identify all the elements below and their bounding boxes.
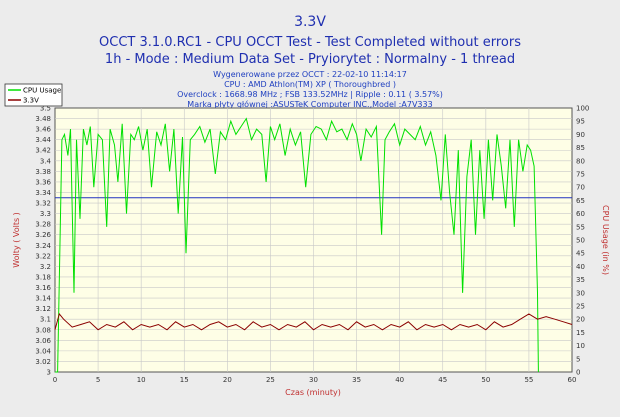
x-tick-label: 35 <box>352 376 361 384</box>
y-right-tick-label: 90 <box>576 131 585 139</box>
y-right-tick-label: 95 <box>576 118 585 126</box>
info-line-motherboard: Marka płyty głównej :ASUSTeK Computer IN… <box>187 99 432 109</box>
y-right-tick-label: 80 <box>576 157 585 165</box>
y-left-tick-label: 3.48 <box>35 115 51 123</box>
y-right-tick-label: 10 <box>576 342 585 350</box>
y-left-tick-label: 3.1 <box>40 316 51 324</box>
x-tick-label: 45 <box>438 376 447 384</box>
y-left-tick-label: 3.34 <box>35 189 51 197</box>
y-right-tick-label: 35 <box>576 276 585 284</box>
y-left-tick-label: 3.28 <box>35 221 51 229</box>
y-left-tick-label: 3.14 <box>35 295 51 303</box>
info-line-generated: Wygenerowane przez OCCT : 22-02-10 11:14… <box>213 70 407 79</box>
y-right-tick-label: 5 <box>576 355 580 363</box>
y-left-tick-label: 3.32 <box>35 200 51 208</box>
series-group <box>54 117 573 373</box>
y-left-tick-label: 3.4 <box>40 157 52 165</box>
x-tick-label: 5 <box>96 376 100 384</box>
x-tick-labels: 0 5 10 15 20 25 30 35 40 45 50 55 60 <box>53 376 577 384</box>
y-left-tick-label: 3.44 <box>35 136 51 144</box>
y-left-tick-label: 3.38 <box>35 168 51 176</box>
y-right-tick-label: 20 <box>576 316 585 324</box>
y-left-tick-label: 3 <box>47 369 51 377</box>
y-left-tick-label: 3.04 <box>35 347 51 355</box>
info-line-cpu: CPU : AMD Athlon(TM) XP ( Thoroughbred ) <box>224 80 396 89</box>
y-axis-label-left: Wolty ( Volts ) <box>12 212 21 268</box>
y-right-tick-label: 100 <box>576 105 589 113</box>
y-right-tick-label: 15 <box>576 329 585 337</box>
y-right-tick-label: 55 <box>576 223 585 231</box>
x-tick-label: 0 <box>53 376 57 384</box>
y-left-tick-label: 3.18 <box>35 273 51 281</box>
y-left-tick-label: 3.5 <box>40 105 51 113</box>
x-axis-label: Czas (minuty) <box>285 388 341 397</box>
x-tick-label: 50 <box>481 376 490 384</box>
y-right-tick-label: 65 <box>576 197 585 205</box>
y-right-tick-label: 85 <box>576 144 585 152</box>
y-left-tick-label: 3.02 <box>35 358 51 366</box>
info-line-overclock: Overclock : 1668.98 MHz ; FSB 133.52MHz … <box>177 90 443 99</box>
x-tick-label: 20 <box>223 376 232 384</box>
y-left-tick-label: 3.2 <box>40 263 51 271</box>
x-tick-label: 15 <box>180 376 189 384</box>
y-right-tick-label: 45 <box>576 250 585 258</box>
y-left-tick-label: 3.22 <box>35 252 51 260</box>
title-block: 3.3V OCCT 3.1.0.RC1 - CPU OCCT Test - Te… <box>99 14 521 109</box>
y-right-tick-label: 40 <box>576 263 585 271</box>
y-left-tick-label: 3.42 <box>35 147 51 155</box>
y-left-tick-label: 3.46 <box>35 126 51 134</box>
y-left-tick-label: 3.24 <box>35 242 51 250</box>
x-tick-label: 40 <box>395 376 404 384</box>
y-right-tick-labels: 0 5 10 15 20 25 30 35 40 45 50 55 60 65 70 75 80 85 90 95 10… <box>576 105 589 377</box>
y-right-tick-label: 75 <box>576 171 585 179</box>
y-right-tick-label: 30 <box>576 289 585 297</box>
chart-subtitle-line-2: 1h - Mode : Medium Data Set - Pryiorytet… <box>105 52 515 67</box>
y-left-tick-label: 3.26 <box>35 231 51 239</box>
legend-label-3v3: 3.3V <box>23 97 39 105</box>
x-tick-label: 55 <box>524 376 533 384</box>
grid-lines <box>55 108 572 372</box>
x-tick-label: 60 <box>568 376 577 384</box>
legend: CPU Usage 3.3V <box>4 83 63 107</box>
x-tick-label: 25 <box>266 376 275 384</box>
y-left-tick-label: 3.12 <box>35 305 51 313</box>
y-left-tick-label: 3.06 <box>35 337 51 345</box>
chart-title: 3.3V <box>294 14 326 30</box>
chart-subtitle-line-1: OCCT 3.1.0.RC1 - CPU OCCT Test - Test Co… <box>99 35 521 50</box>
y-right-tick-label: 60 <box>576 210 585 218</box>
y-right-tick-label: 0 <box>576 369 580 377</box>
legend-label-cpu-usage: CPU Usage <box>23 87 61 95</box>
y-axis-label-right: CPU Usage (in %) <box>601 205 610 275</box>
y-right-tick-label: 70 <box>576 184 585 192</box>
y-left-tick-label: 3.36 <box>35 178 51 186</box>
y-right-tick-label: 50 <box>576 237 585 245</box>
x-tick-label: 10 <box>137 376 146 384</box>
series-line-cpu-usage <box>55 117 539 373</box>
x-tick-label: 30 <box>309 376 318 384</box>
y-left-tick-label: 3.08 <box>35 326 51 334</box>
y-left-tick-label: 3.3 <box>40 210 51 218</box>
series-line-3v3 <box>54 312 573 331</box>
y-left-tick-labels: 3 3.02 3.04 3.06 3.08 3.1 3.12 3.14 3.16 3.18 3.2 3… <box>35 105 51 377</box>
y-right-tick-label: 25 <box>576 303 585 311</box>
y-left-tick-label: 3.16 <box>35 284 51 292</box>
